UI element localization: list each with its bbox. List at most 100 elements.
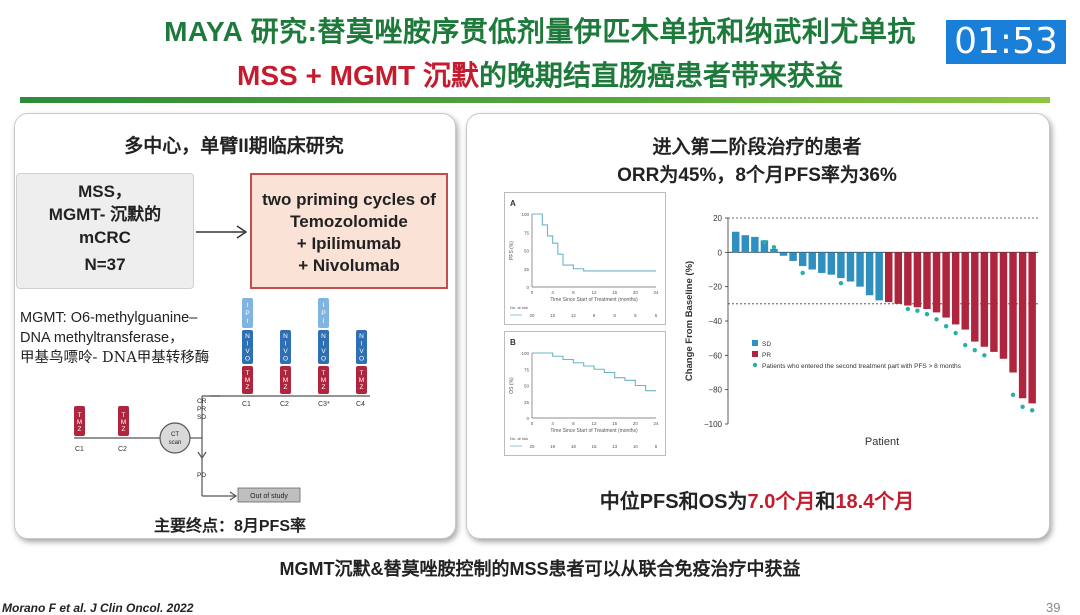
primary-endpoint: 主要终点：8月PFS率 — [153, 518, 307, 535]
waterfall-ytick: 0 — [718, 248, 723, 257]
km-xtick: 20 — [633, 421, 639, 426]
svg-text:M: M — [77, 419, 82, 426]
km-xtick: 12 — [591, 421, 597, 426]
pfs-marker — [1029, 408, 1035, 413]
waterfall-bar — [789, 252, 797, 261]
waterfall-bar — [932, 252, 941, 313]
km-risk-count: 19 — [550, 444, 556, 449]
waterfall-bar — [999, 252, 1008, 359]
svg-text:I: I — [247, 318, 249, 325]
km-risk-count: 8 — [613, 313, 616, 318]
tmz-block: TMZ — [318, 366, 329, 394]
subtitle-highlight: MSS + MGMT 沉默 — [237, 60, 479, 91]
waterfall-bar — [1018, 252, 1027, 399]
legend-label: PR — [762, 352, 771, 359]
pfs-marker — [1010, 392, 1016, 398]
legend-swatch-marker — [752, 362, 758, 368]
regimen-box: two priming cycles of Temozolomide + Ipi… — [250, 173, 448, 289]
study-schema: T M Z T M Z C1 C2 CT scan CR PR SD PD Ou… — [74, 298, 370, 503]
legend-swatch-pr — [752, 351, 758, 357]
pfs-marker — [762, 239, 767, 245]
svg-text:Z: Z — [122, 426, 126, 433]
km-ylabel: PFS (%) — [509, 241, 515, 260]
waterfall-bar — [837, 252, 845, 279]
ipi-block: IPI — [318, 298, 329, 328]
regimen-line: two priming cycles of — [262, 190, 436, 209]
km-xtick: 4 — [551, 290, 554, 295]
km-ytick: 25 — [524, 267, 530, 272]
mgmt-definition: MGMT: O6-methylguanine– DNA methyltransf… — [20, 308, 209, 368]
svg-text:V: V — [359, 348, 364, 355]
legend-label: SD — [762, 341, 771, 348]
ct-scan-label: scan — [169, 440, 182, 446]
pfs-marker — [953, 330, 958, 336]
km-xtick: 16 — [612, 290, 618, 295]
svg-text:I: I — [323, 318, 325, 325]
km-curve — [532, 352, 656, 392]
legend-swatch-sd — [752, 340, 758, 346]
population-box: MSS， MGMT- 沉默的 mCRC N=37 — [16, 173, 194, 289]
km-risk-count: 20 — [529, 444, 535, 449]
response-label: PR — [197, 406, 206, 413]
response-label: CR — [197, 398, 207, 405]
svg-text:P: P — [321, 310, 325, 317]
svg-text:M: M — [121, 419, 126, 426]
km-risk-count: 6 — [655, 444, 658, 449]
waterfall-bar — [808, 252, 816, 270]
right-heading: 进入第二阶段治疗的患者 — [652, 137, 862, 158]
svg-text:M: M — [321, 377, 326, 384]
ipi-block: IPI — [242, 298, 253, 328]
slide-title: MAYA 研究:替莫唑胺序贯低剂量伊匹木单抗和纳武利尤单抗 — [164, 16, 916, 47]
svg-text:Z: Z — [246, 384, 250, 391]
svg-text:V: V — [245, 348, 250, 355]
waterfall-bar — [846, 252, 855, 282]
pfs-marker — [771, 244, 777, 250]
mgmt-definition-line: 甲基鸟嘌呤- DNA甲基转移酶 — [20, 350, 210, 366]
pfs-marker — [924, 311, 930, 317]
km-risk-count: 8 — [634, 313, 637, 318]
subtitle-rest: 的晚期结直肠癌患者带来获益 — [478, 60, 843, 91]
page-number: 39 — [1046, 600, 1061, 615]
pfs-marker — [1020, 404, 1025, 410]
km-risk-count: 20 — [529, 313, 535, 318]
mgmt-definition-line: DNA methyltransferase， — [20, 330, 184, 346]
km-xtick: 0 — [531, 290, 534, 295]
waterfall-bar — [913, 252, 922, 308]
svg-text:V: V — [321, 348, 326, 355]
cycle-label: C3* — [318, 401, 330, 408]
waterfall-ylabel: Change From Baseline (%) — [684, 261, 695, 381]
km-risk-count: 15 — [550, 313, 556, 318]
km-xtick: 8 — [572, 290, 575, 295]
waterfall-bar — [732, 231, 740, 253]
km-ytick: 75 — [524, 367, 530, 372]
ct-scan-circle — [159, 422, 191, 454]
km-plot-pfs: A PFS (%) 100 75 50 25 00 4 8 12 16 20 24 Time Since… — [504, 192, 666, 325]
priming-tmz-2: T M Z — [118, 406, 129, 436]
km-risk-count: 16 — [591, 444, 597, 449]
km-risk-label: No. at risk — [510, 305, 528, 310]
svg-text:Z: Z — [360, 384, 364, 391]
population-line: mCRC — [79, 228, 131, 247]
svg-text:N: N — [283, 333, 288, 340]
ct-scan-label: CT — [171, 432, 179, 438]
population-line: MGMT- 沉默的 — [48, 205, 162, 224]
waterfall-ytick: −20 — [708, 283, 722, 292]
waterfall-ytick: −40 — [708, 317, 722, 326]
pfs-marker — [838, 281, 844, 286]
tmz-block: TMZ — [356, 366, 367, 394]
svg-text:I: I — [323, 302, 325, 309]
waterfall-bar — [865, 252, 874, 296]
km-xtick: 16 — [612, 421, 618, 426]
svg-text:Z: Z — [78, 426, 82, 433]
km-risk-label: No. at risk — [510, 436, 528, 441]
median-os: 18.4个月 — [835, 491, 915, 513]
waterfall-bar — [980, 252, 989, 347]
km-risk-count: 9 — [593, 313, 596, 318]
population-line: N=37 — [84, 255, 126, 274]
tmz-block: TMZ — [280, 366, 291, 394]
km-xtick: 24 — [653, 290, 659, 295]
waterfall-bar — [798, 252, 807, 267]
svg-text:T: T — [322, 370, 326, 377]
waterfall-bar — [875, 252, 883, 301]
